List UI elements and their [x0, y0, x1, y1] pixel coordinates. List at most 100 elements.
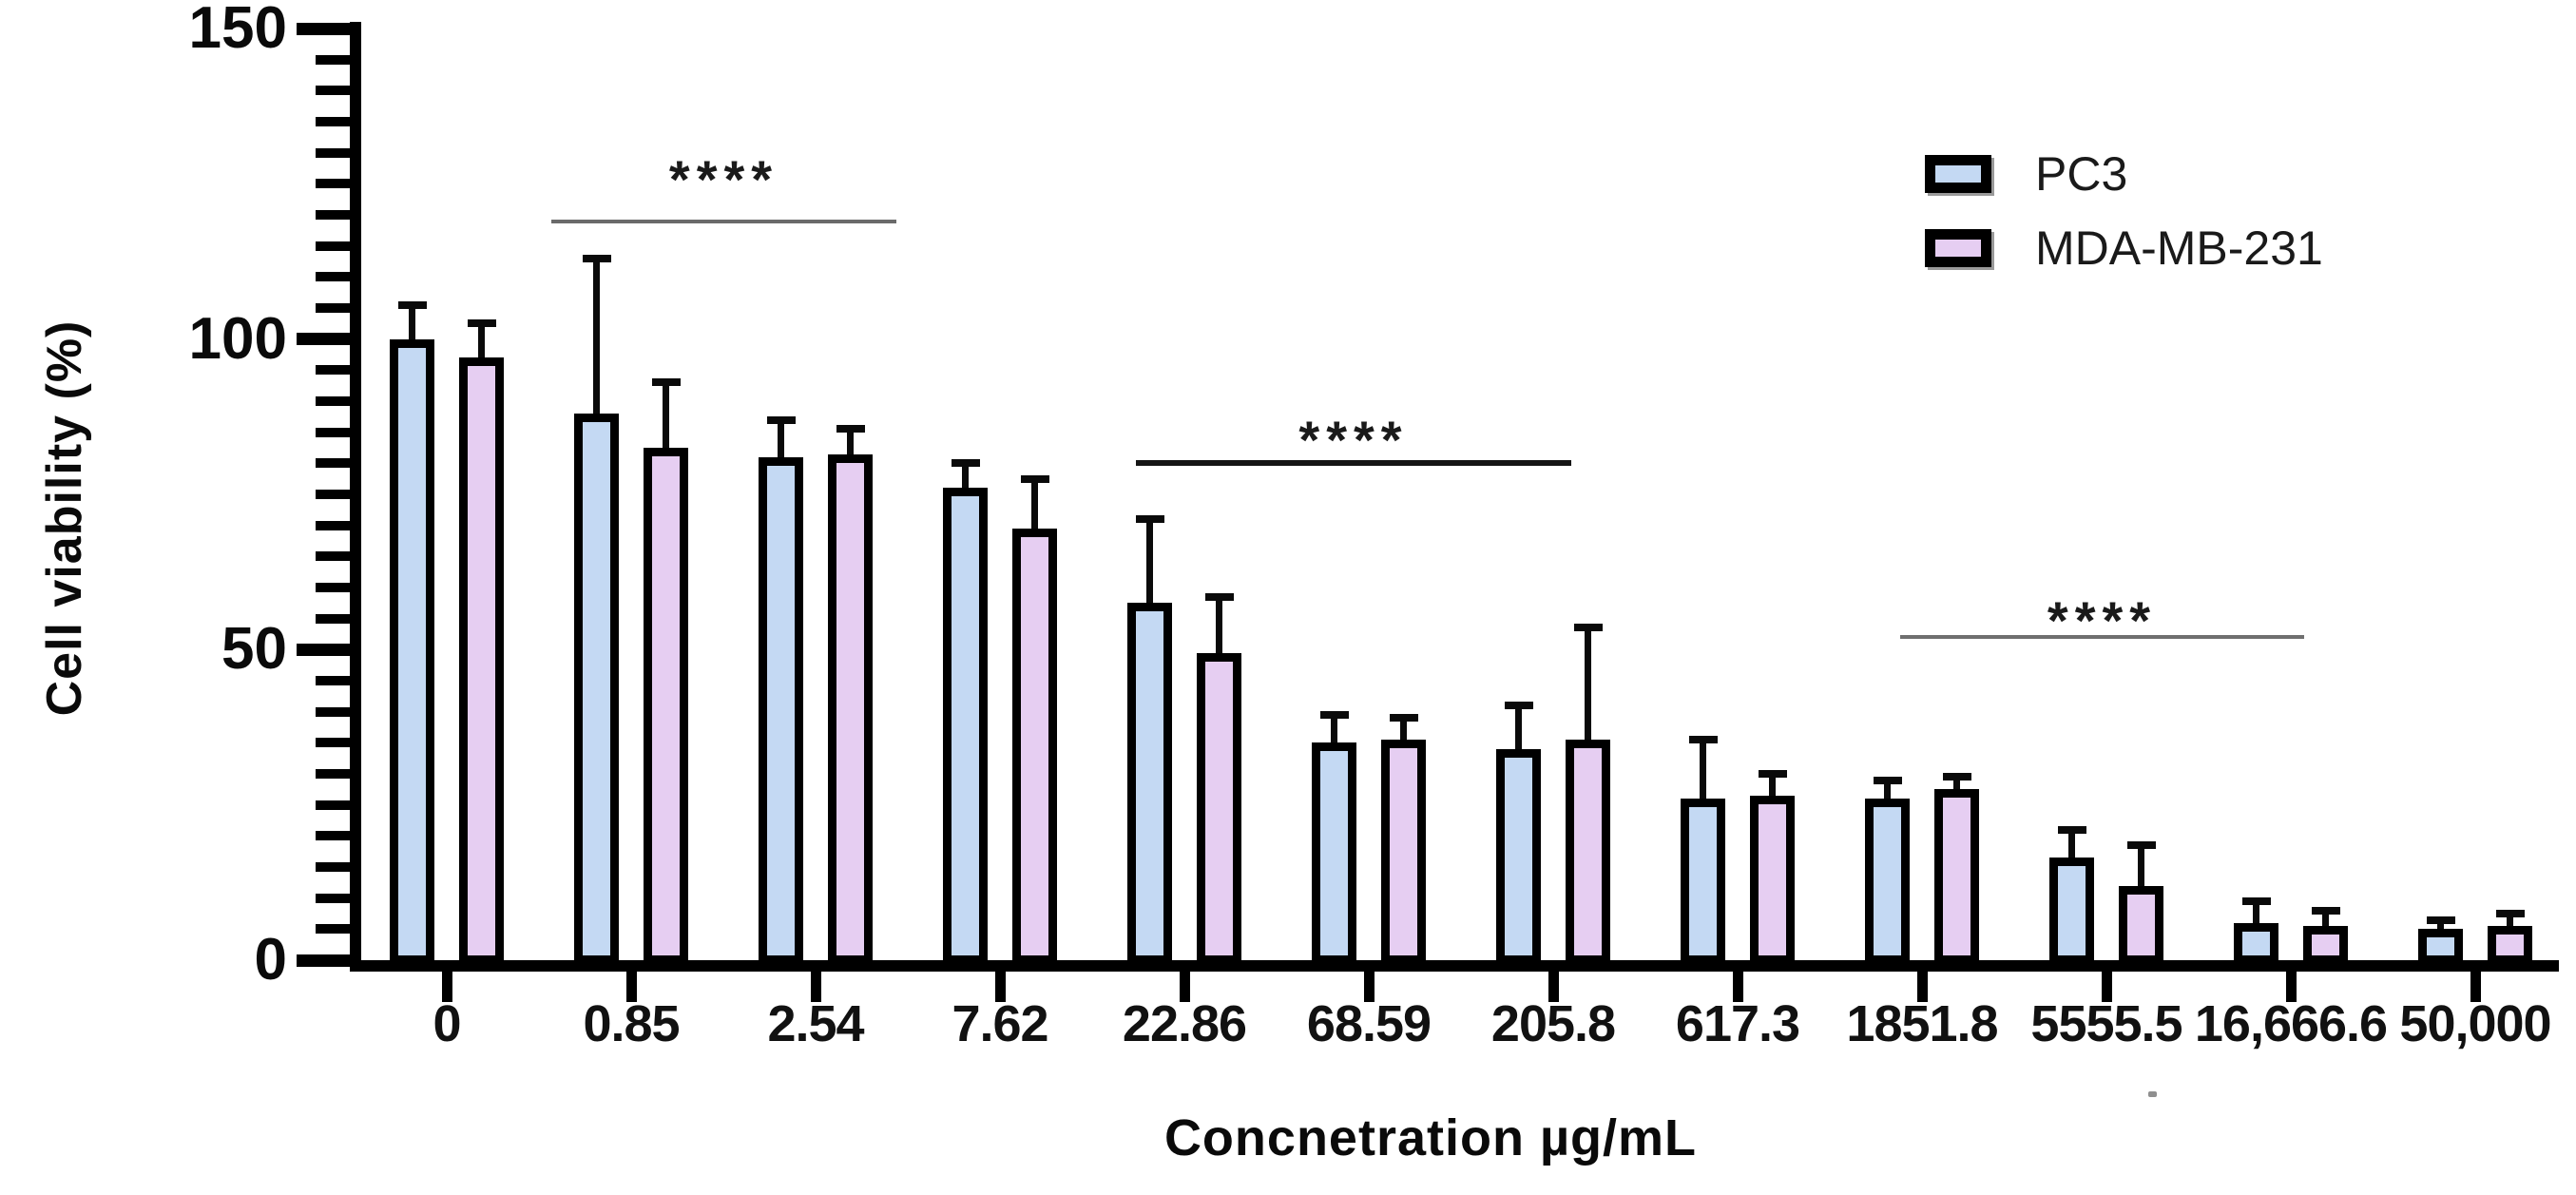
error-bar-line [1216, 596, 1222, 672]
y-minor-tick [316, 86, 350, 96]
legend-label-pc3: PC3 [2035, 147, 2128, 201]
x-tick-label: 0 [433, 995, 461, 1052]
error-bar-cap [1204, 592, 1234, 601]
error-bar-cap [1020, 474, 1049, 483]
significance-line [1136, 460, 1571, 467]
error-bar-line [409, 304, 415, 358]
y-minor-tick [316, 458, 350, 469]
x-axis-title: Concnetration µg/mL [1163, 1109, 1698, 1166]
error-bar-line [2253, 900, 2259, 942]
bar-pc3 [1127, 603, 1172, 964]
error-bar-line [593, 258, 600, 434]
error-bar-cap [1504, 702, 1533, 710]
x-tick-label: 68.59 [1306, 995, 1432, 1052]
y-major-tick [297, 954, 350, 967]
y-minor-tick [316, 706, 350, 717]
error-bar-cap [467, 319, 496, 328]
legend-label-mda-mb-231: MDA-MB-231 [2035, 222, 2323, 275]
error-bar-cap [2126, 841, 2156, 850]
bar-pc3 [2049, 858, 2094, 964]
y-minor-tick [316, 179, 350, 189]
x-group-tick [810, 972, 821, 1002]
x-group-tick [2101, 972, 2112, 1002]
legend-item-mda-mb-231: MDA-MB-231 [1925, 222, 2323, 275]
y-minor-tick [316, 520, 350, 530]
error-bar-cap [1758, 770, 1787, 778]
y-tick-label: 150 [188, 0, 287, 61]
bar-pc3 [2234, 922, 2278, 964]
x-group-tick [2470, 972, 2481, 1002]
y-minor-tick [316, 117, 350, 126]
x-tick-label: 205.8 [1490, 995, 1616, 1052]
error-bar-line [1515, 705, 1522, 768]
bar-mda-mb-231 [2303, 926, 2348, 964]
error-bar-line [478, 323, 485, 377]
x-tick-label: 16,666.6 [2194, 995, 2388, 1052]
y-tick-label: 100 [188, 305, 287, 372]
bar-mda-mb-231 [1750, 795, 1795, 964]
y-minor-tick [316, 738, 350, 748]
error-bar-cap [951, 459, 980, 468]
significance-line [551, 219, 896, 223]
y-minor-tick [316, 396, 350, 406]
error-bar-cap [1573, 624, 1603, 632]
legend-swatch-pc3 [1925, 155, 1991, 193]
error-bar-cap [2241, 896, 2271, 905]
y-tick-label: 50 [221, 616, 287, 683]
x-tick-label: 50,000 [2399, 995, 2551, 1052]
x-tick-label: 2.54 [767, 995, 864, 1052]
error-bar-line [2138, 845, 2144, 905]
bar-mda-mb-231 [1012, 528, 1057, 964]
y-axis-title: Cell viability (%) [37, 319, 92, 717]
error-bar-cap [651, 378, 681, 387]
y-minor-tick [316, 147, 350, 158]
bar-pc3 [390, 338, 434, 964]
legend-swatch-mda-mb-231 [1925, 229, 1991, 267]
y-minor-tick [316, 800, 350, 810]
x-tick-label: 5555.5 [2030, 995, 2182, 1052]
bar-pc3 [574, 414, 619, 964]
y-minor-tick [316, 676, 350, 685]
y-minor-tick [316, 303, 350, 313]
error-bar-cap [766, 415, 796, 424]
y-minor-tick [316, 613, 350, 624]
y-minor-tick [316, 893, 350, 903]
error-bar-cap [397, 300, 427, 309]
x-tick-label: 7.62 [952, 995, 1048, 1052]
y-minor-tick [316, 54, 350, 65]
y-minor-tick [316, 490, 350, 499]
bar-pc3 [759, 456, 803, 964]
error-bar-line [847, 429, 854, 473]
y-major-tick [297, 22, 350, 35]
y-minor-tick [316, 831, 350, 841]
y-minor-tick [316, 365, 350, 376]
error-bar-cap [2495, 910, 2525, 917]
error-bar-cap [2426, 916, 2455, 924]
y-minor-tick [316, 862, 350, 872]
error-bar-line [1400, 718, 1407, 760]
error-bar-line [2068, 829, 2075, 877]
y-minor-tick [316, 241, 350, 251]
error-bar-line [778, 419, 784, 476]
y-axis-spine [350, 22, 361, 972]
bar-mda-mb-231 [459, 357, 504, 964]
x-group-tick [1548, 972, 1559, 1002]
significance-stars: **** [1298, 410, 1409, 471]
x-group-tick [1179, 972, 1190, 1002]
error-bar-cap [1873, 776, 1902, 784]
x-group-tick [1732, 972, 1743, 1002]
x-tick-label: 617.3 [1675, 995, 1800, 1052]
significance-line [1900, 635, 2304, 640]
bar-mda-mb-231 [1197, 652, 1241, 964]
y-major-tick [297, 643, 350, 656]
bar-pc3 [1681, 799, 1725, 964]
x-group-tick [994, 972, 1006, 1002]
y-minor-tick [316, 583, 350, 592]
y-minor-tick [316, 210, 350, 220]
y-minor-tick [316, 924, 350, 935]
y-minor-tick [316, 551, 350, 562]
bar-mda-mb-231 [1381, 740, 1426, 964]
significance-stars: **** [668, 149, 779, 209]
x-tick-label: 1851.8 [1846, 995, 1998, 1052]
bar-mda-mb-231 [1934, 789, 1979, 964]
